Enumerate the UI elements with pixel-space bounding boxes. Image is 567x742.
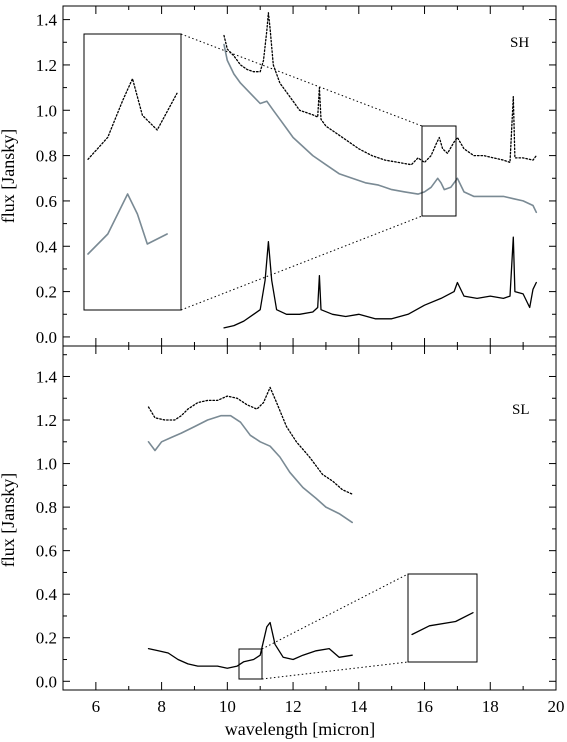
sl-series-gray: [147, 414, 353, 524]
sl-inset-connector: [261, 573, 409, 650]
x-tick-label: 8: [157, 697, 166, 716]
x-axis-tick-labels: 6 8 10 12 14 16 18 20: [92, 697, 565, 716]
sl-series-solid: [147, 621, 353, 669]
sl-ytick-label: 0.2: [36, 629, 57, 648]
sh-zoom-source-box: [421, 125, 457, 217]
x-tick-label: 18: [482, 697, 499, 716]
sl-plot-frame: [62, 345, 557, 691]
sl-panel-label: SL: [512, 402, 530, 418]
x-tick-label: 12: [285, 697, 302, 716]
sl-ticks: 0.0 0.2 0.4 0.6 0.8 1.0 1.2 1.4: [36, 346, 557, 691]
sh-panel-label: SH: [510, 35, 529, 51]
x-tick-label: 16: [416, 697, 433, 716]
sh-inset-series-dotted: [87, 78, 178, 160]
sl-zoom-source-box: [238, 648, 263, 680]
sl-inset-series-solid: [411, 612, 474, 636]
sh-ytick-label: 0.6: [36, 192, 57, 211]
sh-zoom-inset: [83, 33, 457, 311]
sl-ytick-label: 0.0: [36, 672, 57, 691]
sl-ytick-label: 0.6: [36, 542, 57, 561]
sl-series-dotted: [147, 386, 353, 495]
sl-ytick-label: 0.4: [36, 585, 58, 604]
sh-ytick-label: 1.4: [36, 11, 58, 30]
sh-y-axis-label: flux [Jansky]: [0, 129, 18, 223]
sh-ytick-label: 0.0: [36, 328, 57, 347]
sh-ytick-label: 1.0: [36, 101, 57, 120]
sh-inset-series-gray: [87, 193, 168, 255]
sh-inset-frame: [83, 33, 182, 311]
sh-ytick-label: 0.2: [36, 283, 57, 302]
sl-ytick-label: 1.0: [36, 455, 57, 474]
x-tick-label: 6: [92, 697, 101, 716]
sl-y-axis-label: flux [Jansky]: [0, 473, 18, 567]
sh-series-group: [223, 12, 538, 329]
sh-ytick-label: 1.2: [36, 56, 57, 75]
sl-zoom-inset: [238, 573, 478, 680]
sl-series-group: [147, 386, 353, 669]
sl-ytick-label: 0.8: [36, 498, 57, 517]
sh-panel: 0.0 0.2 0.4 0.6 0.8 1.0 1.2 1.4 SH flux [Jansky…: [0, 5, 557, 347]
sh-ytick-label: 0.4: [36, 237, 58, 256]
x-axis-label: wavelength [micron]: [225, 719, 375, 739]
sl-inset-connector: [261, 661, 409, 680]
sl-panel: 0.0 0.2 0.4 0.6 0.8 1.0 1.2 1.4 SL flux [Jansky…: [0, 345, 557, 691]
sh-inset-connector: [180, 215, 423, 311]
x-tick-label: 10: [219, 697, 236, 716]
x-tick-label: 20: [548, 697, 565, 716]
sh-series-dotted: [223, 12, 537, 166]
sh-series-gray: [223, 43, 538, 214]
sl-ytick-label: 1.4: [36, 367, 58, 386]
sh-ytick-label: 0.8: [36, 147, 57, 166]
sl-inset-frame: [407, 573, 478, 663]
sl-ytick-label: 1.2: [36, 411, 57, 430]
sh-inset-connector: [180, 33, 423, 127]
x-tick-label: 14: [350, 697, 368, 716]
sh-ticks: 0.0 0.2 0.4 0.6 0.8 1.0 1.2 1.4: [36, 6, 557, 347]
sh-series-solid: [223, 236, 537, 329]
